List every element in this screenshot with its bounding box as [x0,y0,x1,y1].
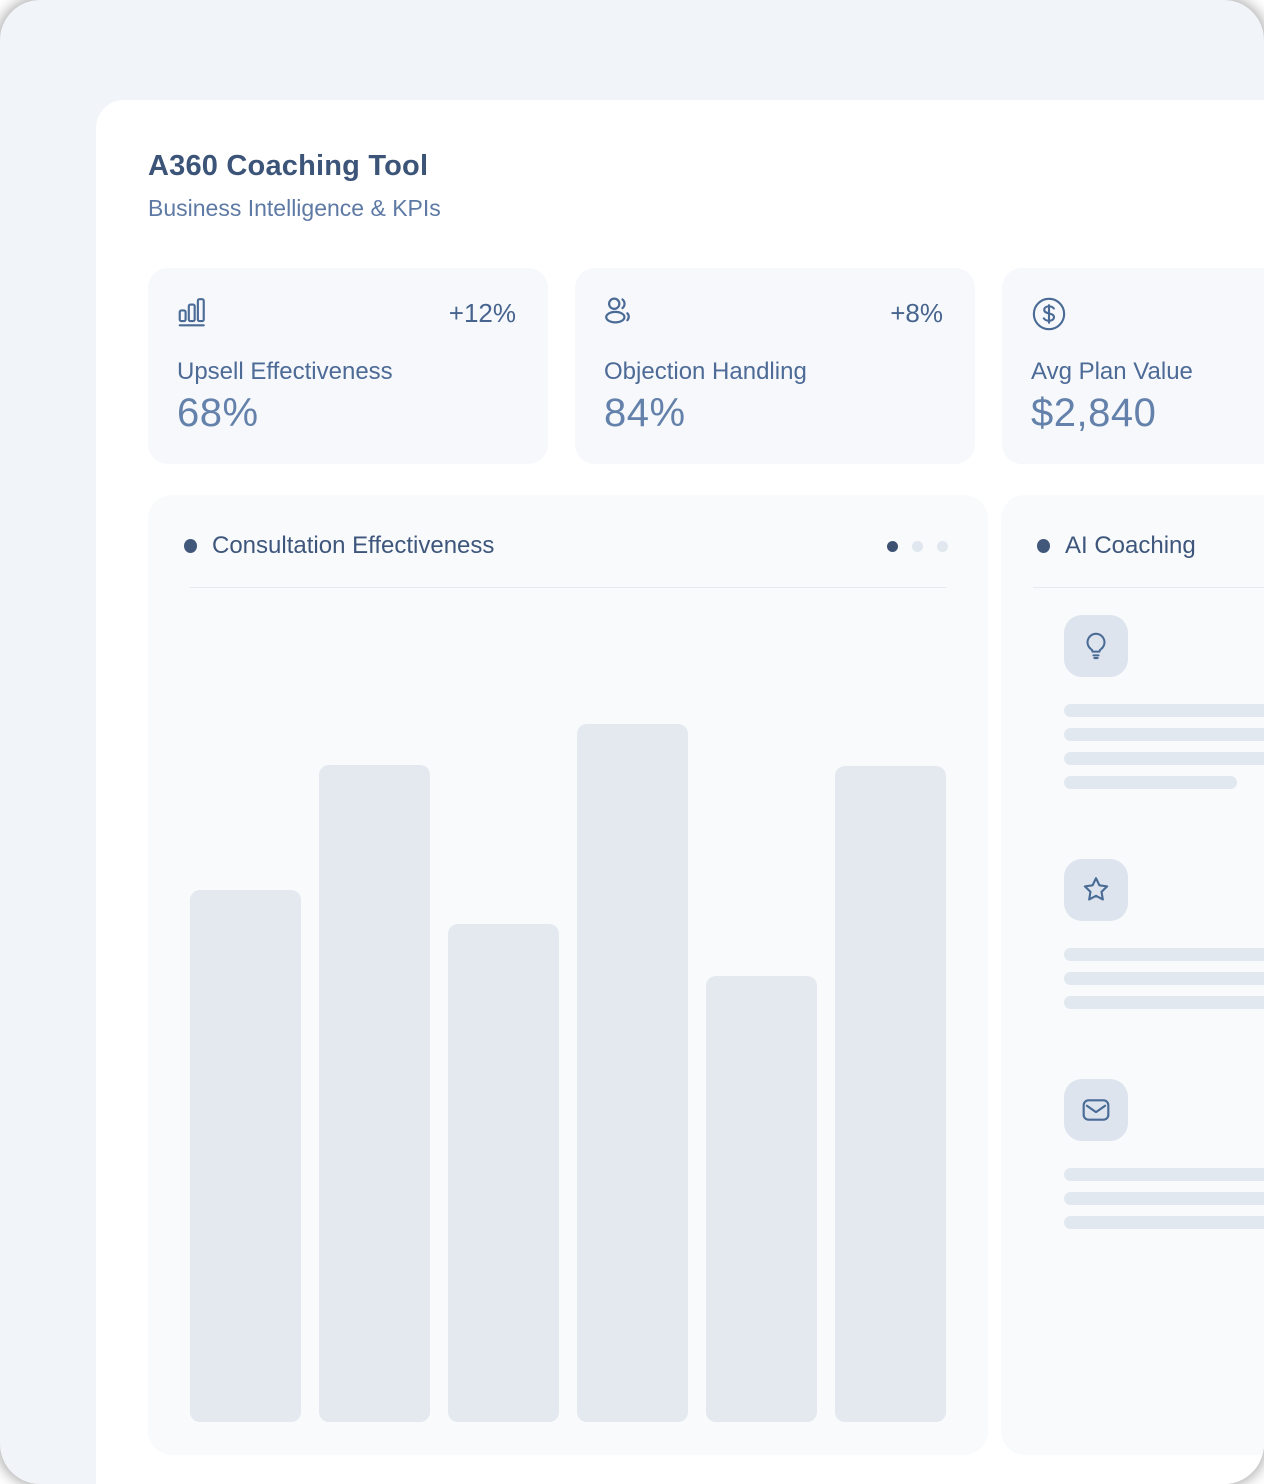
kpi-value: $2,840 [1031,391,1157,435]
page-title: A360 Coaching Tool [148,150,429,182]
divider [190,587,946,588]
kpi-card-objection: +8% Objection Handling 84% [575,268,975,464]
coaching-section-message [1064,1079,1264,1229]
coaching-section-tip [1064,615,1264,789]
mail-icon [1064,1079,1128,1141]
pagination-dot-1[interactable] [887,540,898,552]
kpi-delta: +8% [890,298,943,328]
bullet-icon [1037,539,1050,553]
skeleton-line [1064,1216,1264,1229]
kpi-value: 68% [177,391,259,435]
pagination-dots [887,540,948,552]
chart-bar-2 [319,765,430,1422]
pagination-dot-2[interactable] [912,540,923,552]
kpi-label: Objection Handling [604,358,807,385]
skeleton-line [1064,972,1264,985]
divider [1033,587,1264,588]
chart-card-title: Consultation Effectiveness [212,532,495,559]
ai-coaching-panel: AI Coaching [1001,495,1264,1455]
kpi-card-plan-value: Avg Plan Value $2,840 [1002,268,1264,464]
kpi-card-upsell: +12% Upsell Effectiveness 68% [148,268,548,464]
coaching-section-highlight [1064,859,1264,1009]
panel-title: AI Coaching [1065,532,1196,559]
chart-bar-4 [577,724,688,1422]
kpi-value: 84% [604,391,686,435]
skeleton-text-block [1064,948,1264,1009]
pagination-dot-3[interactable] [937,540,948,552]
skeleton-line [1064,948,1264,961]
bar-chart [190,622,946,1422]
skeleton-line [1064,1192,1264,1205]
skeleton-line [1064,752,1264,765]
users-icon [604,296,634,326]
skeleton-text-block [1064,704,1264,789]
chart-bar-3 [448,924,559,1422]
skeleton-line [1064,728,1264,741]
skeleton-line [1064,776,1237,789]
skeleton-text-block [1064,1168,1264,1229]
bullet-icon [184,539,197,553]
page-subtitle: Business Intelligence & KPIs [148,195,441,221]
dollar-circle-icon [1031,296,1067,332]
kpi-row: +12% Upsell Effectiveness 68% +8% [148,268,1264,464]
chart-bar-6 [835,766,946,1422]
content-row: Consultation Effectiveness AI Coaching [148,495,1264,1455]
chart-card: Consultation Effectiveness [148,495,988,1455]
dashboard-card: A360 Coaching Tool Business Intelligence… [96,100,1264,1484]
chart-bar-1 [190,890,301,1422]
kpi-label: Avg Plan Value [1031,358,1193,385]
kpi-label: Upsell Effectiveness [177,358,393,385]
kpi-delta: +12% [448,298,516,328]
chart-bar-5 [706,975,817,1422]
star-icon [1064,859,1128,921]
bar-chart-icon [177,296,207,328]
skeleton-line [1064,1168,1264,1181]
skeleton-line [1064,704,1264,717]
lightbulb-icon [1064,615,1128,677]
skeleton-line [1064,996,1264,1009]
